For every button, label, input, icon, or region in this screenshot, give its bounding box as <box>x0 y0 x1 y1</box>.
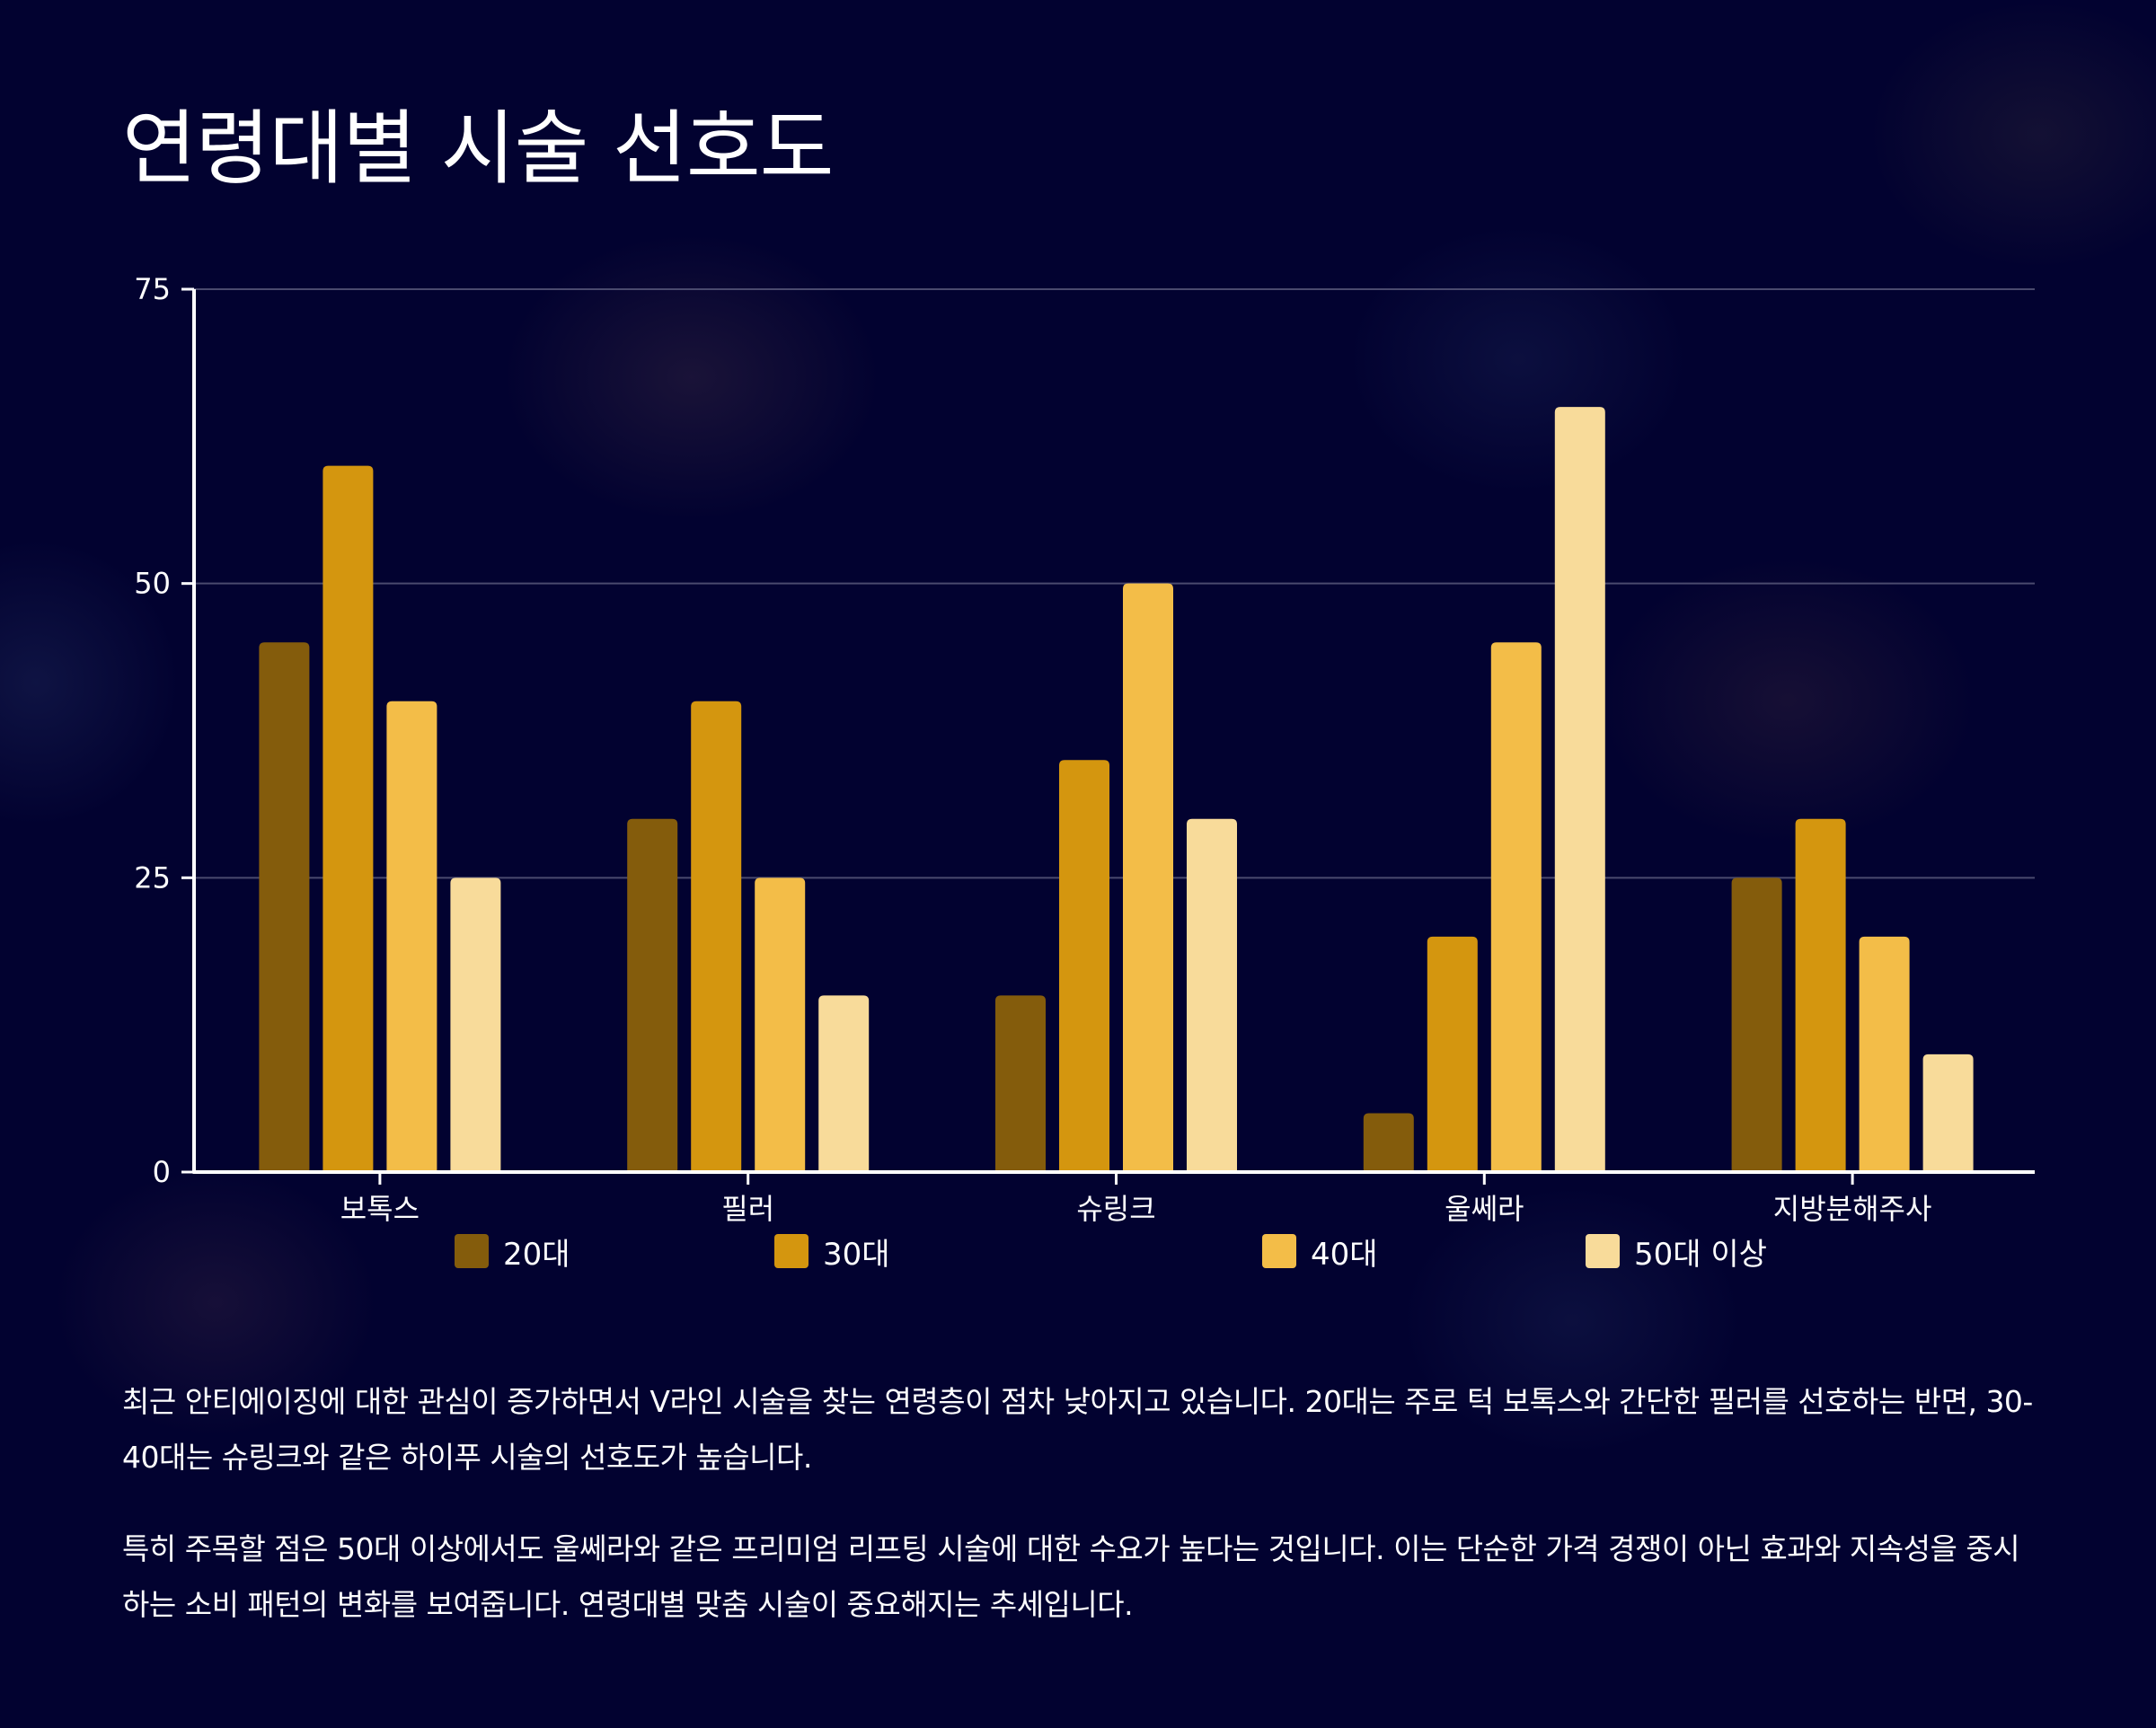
bar-슈링크-20대 <box>995 995 1046 1172</box>
legend-label-30s: 30대 <box>823 1236 890 1273</box>
description-paragraph-2: 특히 주목할 점은 50대 이상에서도 울쎄라와 같은 프리미엄 리프팅 시술에… <box>122 1531 2020 1622</box>
x-tick-label: 보톡스 <box>340 1192 420 1221</box>
legend-label-20s: 20대 <box>503 1236 570 1273</box>
bar-울쎄라-30대 <box>1427 936 1478 1172</box>
bar-슈링크-30대 <box>1059 760 1109 1172</box>
y-tick-label: 25 <box>134 860 171 895</box>
legend-item-30s: 30대 <box>774 1229 890 1274</box>
bar-울쎄라-50대 이상 <box>1554 407 1605 1173</box>
legend-label-40s: 40대 <box>1311 1236 1378 1273</box>
y-tick-label: 0 <box>153 1155 171 1189</box>
x-tick-label: 슈링크 <box>1076 1192 1155 1221</box>
bar-보톡스-40대 <box>386 701 437 1172</box>
legend-swatch-50s-plus <box>1586 1234 1620 1268</box>
bar-필러-50대 이상 <box>818 995 870 1172</box>
bar-울쎄라-20대 <box>1363 1113 1414 1172</box>
x-tick-label: 필러 <box>721 1192 774 1221</box>
bar-필러-30대 <box>691 701 742 1172</box>
y-tick-label: 50 <box>134 567 171 601</box>
bar-필러-20대 <box>627 818 678 1172</box>
legend-swatch-40s <box>1262 1234 1296 1268</box>
legend-item-20s: 20대 <box>455 1229 570 1274</box>
bar-지방분해주사-30대 <box>1795 818 1846 1172</box>
legend-item-50s-plus: 50대 이상 <box>1586 1229 1767 1274</box>
x-tick-label: 지방분해주사 <box>1773 1192 1932 1221</box>
bar-지방분해주사-50대 이상 <box>1922 1054 1974 1172</box>
y-tick-label: 75 <box>134 272 171 306</box>
bar-보톡스-30대 <box>323 465 374 1172</box>
page-title: 연령대별 시술 선호도 <box>122 101 834 196</box>
legend-swatch-30s <box>774 1234 808 1268</box>
bar-울쎄라-40대 <box>1490 642 1542 1172</box>
bar-보톡스-20대 <box>259 642 310 1172</box>
bar-보톡스-50대 이상 <box>450 877 501 1172</box>
bar-슈링크-50대 이상 <box>1187 818 1237 1172</box>
legend-label-50s-plus: 50대 이상 <box>1634 1236 1767 1273</box>
description-paragraph-1: 최근 안티에이징에 대한 관심이 증가하면서 V라인 시술을 찾는 연령층이 점… <box>122 1384 2033 1475</box>
bar-지방분해주사-40대 <box>1859 936 1910 1172</box>
bar-지방분해주사-20대 <box>1731 877 1782 1172</box>
chart-legend: 20대 30대 40대 50대 이상 <box>0 1229 2156 1274</box>
legend-swatch-20s <box>455 1234 489 1268</box>
bar-chart: 0 25 50 75 보톡스 필러 슈링크 울쎄라 지방분해주사 <box>134 272 2035 1221</box>
legend-item-40s: 40대 <box>1262 1229 1378 1274</box>
bar-슈링크-40대 <box>1123 583 1173 1172</box>
x-tick-label: 울쎄라 <box>1445 1192 1524 1221</box>
bar-필러-40대 <box>755 877 806 1172</box>
